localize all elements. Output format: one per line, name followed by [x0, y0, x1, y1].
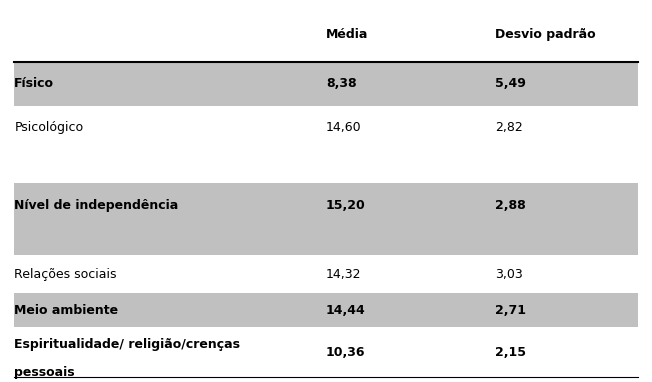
Text: 8,38: 8,38 — [326, 77, 357, 91]
Text: 2,88: 2,88 — [495, 199, 526, 212]
Text: Psicológico: Psicológico — [14, 121, 83, 134]
Text: Espiritualidade/ religião/crenças: Espiritualidade/ religião/crenças — [14, 338, 241, 351]
Bar — [14, 293, 638, 327]
Text: 2,71: 2,71 — [495, 304, 526, 317]
Text: 14,60: 14,60 — [326, 121, 362, 134]
Text: 14,44: 14,44 — [326, 304, 366, 317]
Text: Média: Média — [326, 28, 368, 41]
Text: Desvio padrão: Desvio padrão — [495, 28, 595, 41]
Text: 10,36: 10,36 — [326, 346, 366, 359]
Text: Nível de independência: Nível de independência — [14, 199, 179, 212]
Text: pessoais: pessoais — [14, 366, 75, 379]
Text: 2,15: 2,15 — [495, 346, 526, 359]
Text: 14,32: 14,32 — [326, 268, 361, 281]
Text: 2,82: 2,82 — [495, 121, 522, 134]
Bar — [14, 62, 638, 106]
Text: 3,03: 3,03 — [495, 268, 522, 281]
Text: Físico: Físico — [14, 77, 54, 91]
Bar — [14, 183, 638, 256]
Text: Relações sociais: Relações sociais — [14, 268, 117, 281]
Text: 5,49: 5,49 — [495, 77, 526, 91]
Text: Meio ambiente: Meio ambiente — [14, 304, 119, 317]
Text: 15,20: 15,20 — [326, 199, 366, 212]
